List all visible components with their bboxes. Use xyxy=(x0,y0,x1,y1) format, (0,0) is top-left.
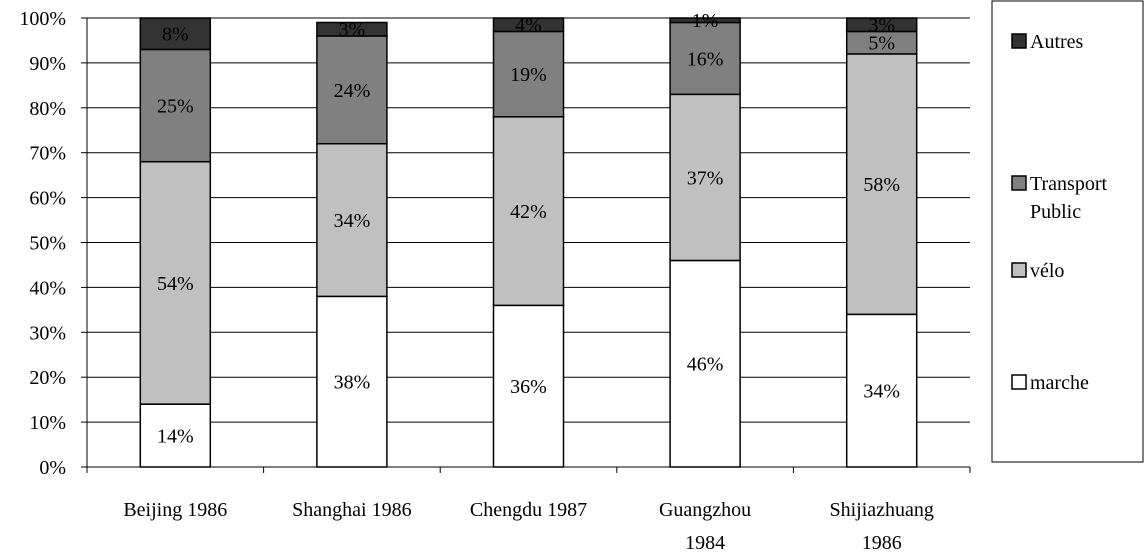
y-tick-label: 60% xyxy=(29,188,66,210)
data-label: 38% xyxy=(334,372,371,394)
legend-label: marche xyxy=(1030,372,1089,394)
data-label: 14% xyxy=(157,426,194,448)
data-label: 5% xyxy=(868,33,895,55)
y-tick-label: 100% xyxy=(19,8,66,30)
bar-segment xyxy=(492,304,565,468)
data-label: 58% xyxy=(863,174,900,196)
data-label: 34% xyxy=(863,381,900,403)
data-label: 36% xyxy=(510,376,547,398)
bar-segment xyxy=(139,48,212,163)
bar-segment xyxy=(316,295,388,468)
legend-swatch xyxy=(1011,262,1027,278)
bar-segment xyxy=(845,53,918,316)
data-label: 16% xyxy=(687,48,724,70)
data-label: 42% xyxy=(510,201,547,223)
y-tick-label: 50% xyxy=(29,233,66,255)
y-tick-label: 0% xyxy=(39,457,66,479)
bar-segment xyxy=(669,17,741,24)
y-tick-label: 80% xyxy=(29,98,66,120)
bar-segment xyxy=(492,17,565,33)
data-label: 37% xyxy=(687,167,724,189)
x-category-label: Shijiazhuang xyxy=(829,499,933,521)
y-tick-label: 70% xyxy=(29,143,66,165)
data-label: 46% xyxy=(687,354,724,376)
legend-label: Autres xyxy=(1030,31,1084,53)
y-tick-label: 30% xyxy=(29,322,66,344)
legend-label: Transport xyxy=(1030,173,1107,195)
x-category-label: 1986 xyxy=(862,532,902,554)
bar-segment xyxy=(316,21,388,37)
legend-swatch xyxy=(1011,175,1027,191)
bar-segment xyxy=(669,93,741,262)
data-labels: 14% 54% 25% 8% 38% 34% 24% 3% 36% 42% 19% 4% 46% 37% 1… xyxy=(157,10,900,447)
legend-label: vélo xyxy=(1030,260,1064,282)
x-category-label: Guangzhou xyxy=(659,499,751,521)
legend-swatch xyxy=(1011,33,1027,49)
x-category-label: Beijing 1986 xyxy=(123,499,227,521)
y-tick-label: 10% xyxy=(29,412,66,434)
data-label: 3% xyxy=(339,19,366,41)
legend: Autres Transport Public vélo marche xyxy=(991,0,1144,463)
bar-segment xyxy=(492,30,565,118)
data-label: 1% xyxy=(692,10,719,32)
x-category-label: 1984 xyxy=(685,532,725,554)
legend-swatch xyxy=(1011,374,1027,390)
data-label: 24% xyxy=(334,80,371,102)
bar-segment xyxy=(139,160,212,405)
data-label: 34% xyxy=(334,210,371,232)
bar-segment xyxy=(845,17,918,33)
data-label: 54% xyxy=(157,273,194,295)
data-label: 25% xyxy=(157,96,194,118)
bar-segment xyxy=(139,17,212,51)
bar-segment xyxy=(845,313,918,468)
bar-segment xyxy=(669,259,741,468)
y-tick-label: 40% xyxy=(29,277,66,299)
data-label: 19% xyxy=(510,64,547,86)
legend-label: Public xyxy=(1030,201,1081,223)
data-label: 8% xyxy=(162,24,189,46)
data-label: 3% xyxy=(868,15,895,37)
x-category-label: Shanghai 1986 xyxy=(292,499,411,521)
bar-segment xyxy=(669,21,741,96)
y-tick-label: 90% xyxy=(29,53,66,75)
y-tick-label: 20% xyxy=(29,367,66,389)
bar-segment xyxy=(139,403,212,468)
x-category-label: Chengdu 1987 xyxy=(470,499,587,521)
data-label: 4% xyxy=(515,15,542,37)
bars xyxy=(139,17,918,468)
bar-segment xyxy=(316,142,388,298)
